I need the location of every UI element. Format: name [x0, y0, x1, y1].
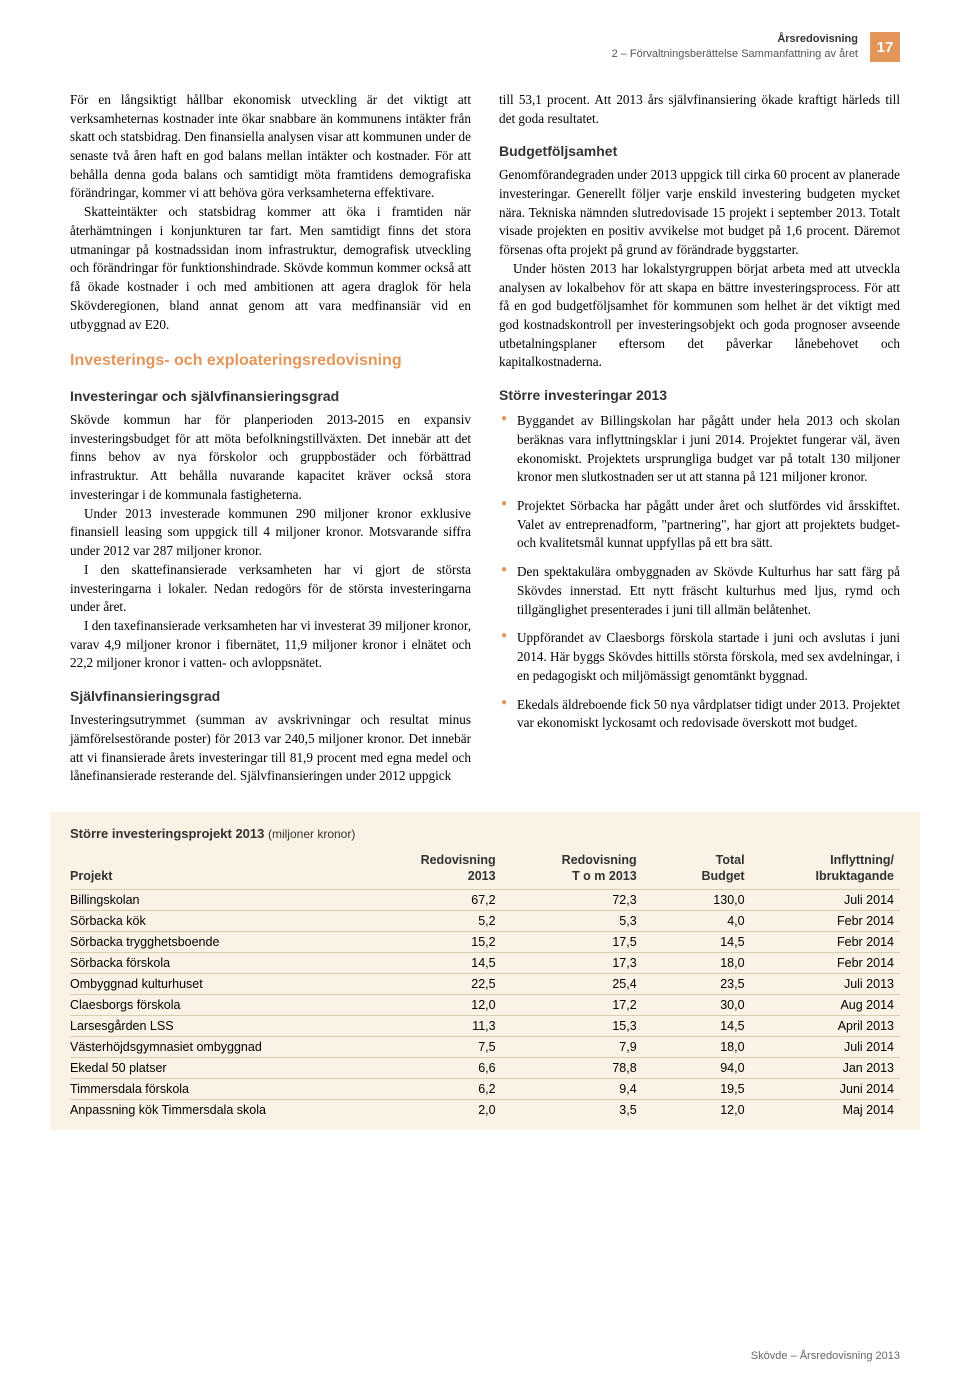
content-columns: För en långsiktigt hållbar ekonomisk utv… — [70, 91, 900, 786]
section-heading: Investerings- och exploateringsredovisni… — [70, 350, 471, 373]
body-text: I den taxefinansierade verksamheten har … — [70, 617, 471, 673]
header-subtitle: 2 – Förvaltningsberättelse Sammanfattnin… — [612, 47, 858, 62]
body-text: I den skattefinansierade verksamheten ha… — [70, 561, 471, 617]
table-row: Sörbacka trygghetsboende15,217,514,5Febr… — [70, 932, 900, 953]
investment-table: RedovisningRedovisningTotalInflyttning/P… — [70, 851, 900, 1120]
subsection-heading: Självfinansieringsgrad — [70, 687, 471, 707]
page-footer: Skövde – Årsredovisning 2013 — [751, 1350, 900, 1362]
table-row: Anpassning kök Timmersdala skola2,03,512… — [70, 1100, 900, 1121]
body-text: Skövde kommun har för planperioden 2013-… — [70, 411, 471, 505]
body-text: Investeringsutrymmet (summan av avskrivn… — [70, 711, 471, 786]
left-column: För en långsiktigt hållbar ekonomisk utv… — [70, 91, 471, 786]
body-text: Under 2013 investerade kommunen 290 milj… — [70, 505, 471, 561]
body-text: Genomförandegraden under 2013 uppgick ti… — [499, 166, 900, 260]
header-title: Årsredovisning — [612, 32, 858, 47]
body-text: Skatteintäkter och statsbidrag kommer at… — [70, 203, 471, 334]
bullet-item: Ekedals äldreboende fick 50 nya vårdplat… — [499, 696, 900, 733]
subsection-heading: Större investeringar 2013 — [499, 386, 900, 406]
body-text: till 53,1 procent. Att 2013 års självfin… — [499, 91, 900, 128]
bullet-item: Byggandet av Billingskolan har pågått un… — [499, 412, 900, 487]
table-row: Sörbacka förskola14,517,318,0Febr 2014 — [70, 953, 900, 974]
table-row: Billingskolan67,272,3130,0Juli 2014 — [70, 890, 900, 911]
bullet-item: Uppförandet av Claesborgs förskola start… — [499, 629, 900, 685]
table-row: Sörbacka kök5,25,34,0Febr 2014 — [70, 911, 900, 932]
table-row: Västerhöjdsgymnasiet ombyggnad7,57,918,0… — [70, 1037, 900, 1058]
body-text: För en långsiktigt hållbar ekonomisk utv… — [70, 91, 471, 203]
right-column: till 53,1 procent. Att 2013 års självfin… — [499, 91, 900, 786]
body-text: Under hösten 2013 har lokalstyrgruppen b… — [499, 260, 900, 372]
table-title: Större investeringsprojekt 2013 (miljone… — [70, 826, 900, 841]
table-row: Claesborgs förskola12,017,230,0Aug 2014 — [70, 995, 900, 1016]
table-row: Timmersdala förskola6,29,419,5Juni 2014 — [70, 1079, 900, 1100]
bullet-item: Den spektakulära ombyggnaden av Skövde K… — [499, 563, 900, 619]
investment-table-block: Större investeringsprojekt 2013 (miljone… — [50, 812, 920, 1130]
bullet-list: Byggandet av Billingskolan har pågått un… — [499, 412, 900, 733]
subsection-heading: Investeringar och självfinansieringsgrad — [70, 387, 471, 407]
page-header: Årsredovisning 2 – Förvaltningsberättels… — [70, 32, 900, 63]
table-row: Ekedal 50 platser6,678,894,0Jan 2013 — [70, 1058, 900, 1079]
subsection-heading: Budgetföljsamhet — [499, 142, 900, 162]
table-row: Larsesgården LSS11,315,314,5April 2013 — [70, 1016, 900, 1037]
bullet-item: Projektet Sörbacka har pågått under året… — [499, 497, 900, 553]
table-row: Ombyggnad kulturhuset22,525,423,5Juli 20… — [70, 974, 900, 995]
page-number-badge: 17 — [870, 32, 900, 62]
